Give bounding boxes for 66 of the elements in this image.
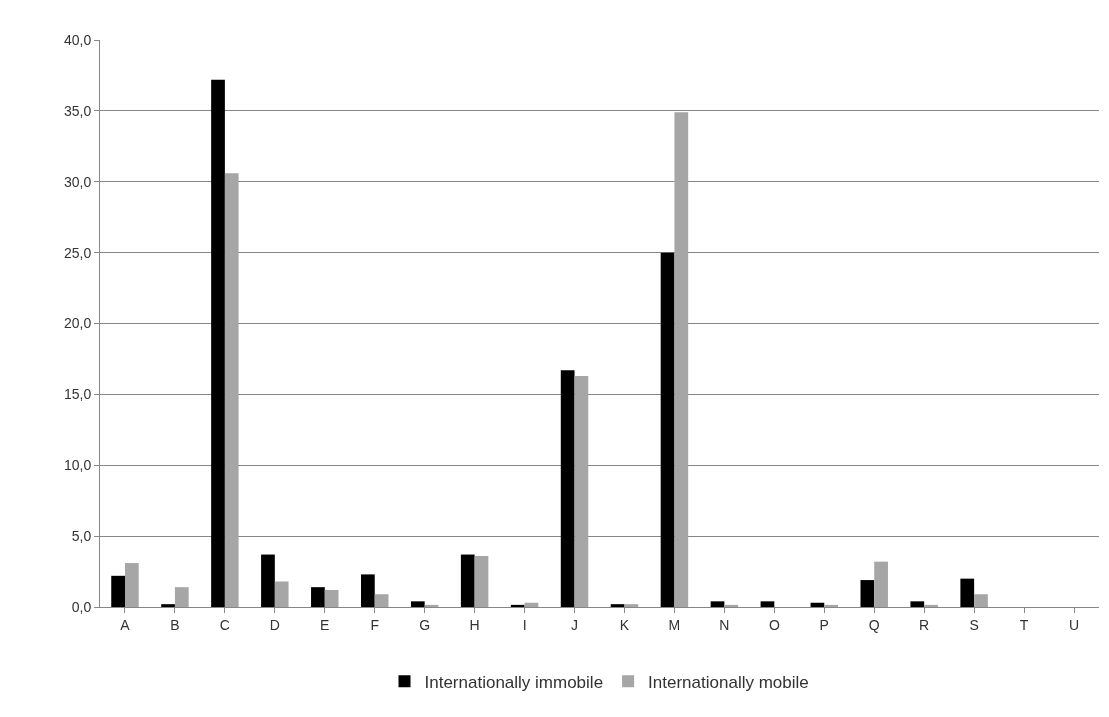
bar — [910, 601, 925, 607]
legend-label: Internationally immobile — [424, 672, 604, 692]
y-tick-label: 20,0 — [63, 315, 92, 332]
x-tick-label: T — [1019, 616, 1029, 633]
bar — [810, 602, 825, 607]
x-tick-label: E — [320, 616, 330, 633]
y-tick-label: 15,0 — [63, 386, 92, 403]
x-tick-label: A — [120, 616, 131, 633]
bar — [960, 578, 975, 607]
x-tick-label: N — [719, 616, 730, 633]
bar — [460, 554, 475, 607]
y-tick-label: 5,0 — [71, 528, 92, 545]
bar — [974, 594, 988, 607]
x-tick-label: S — [969, 616, 979, 633]
bar — [760, 601, 775, 607]
bar — [860, 580, 875, 607]
bar — [710, 601, 725, 607]
bar — [610, 604, 625, 607]
bar — [124, 563, 139, 607]
x-tick-label: J — [571, 616, 579, 633]
bar — [474, 555, 489, 607]
x-tick-label: P — [819, 616, 829, 633]
bar — [874, 561, 888, 607]
bar — [174, 587, 189, 607]
bar — [311, 587, 325, 607]
bar — [560, 370, 575, 607]
x-tick-label: U — [1068, 616, 1080, 633]
bar — [261, 554, 275, 607]
y-tick-label: 0,0 — [71, 598, 92, 615]
y-tick-label: 35,0 — [63, 102, 92, 119]
bar — [424, 604, 439, 607]
y-tick-label: 40,0 — [63, 31, 92, 48]
bar — [924, 604, 938, 607]
bar — [674, 112, 689, 607]
y-tick-label: 10,0 — [63, 457, 92, 474]
bar — [211, 79, 225, 607]
legend-label: Internationally mobile — [648, 672, 809, 692]
y-tick-label: 30,0 — [63, 173, 92, 190]
bar — [524, 602, 539, 607]
bar — [374, 594, 389, 607]
x-tick-label: F — [370, 616, 380, 633]
bar — [224, 173, 239, 607]
bar — [660, 252, 675, 607]
x-tick-label: M — [668, 616, 681, 633]
x-tick-label: I — [522, 616, 527, 633]
x-tick-label: C — [219, 616, 230, 633]
bar — [510, 604, 525, 607]
bar — [724, 604, 739, 607]
x-tick-label: B — [170, 616, 180, 633]
x-tick-label: D — [269, 616, 280, 633]
bar — [274, 581, 289, 607]
bar — [410, 601, 425, 607]
bar — [360, 574, 375, 607]
x-tick-label: H — [469, 616, 480, 633]
bar — [574, 375, 589, 607]
x-tick-label: O — [768, 616, 780, 633]
bar — [324, 589, 339, 607]
x-tick-label: G — [419, 616, 431, 633]
bar — [111, 575, 125, 607]
y-tick-label: 25,0 — [63, 244, 92, 261]
bar — [624, 604, 639, 607]
bar — [824, 604, 839, 607]
x-tick-label: R — [919, 616, 930, 633]
x-tick-label: Q — [868, 616, 880, 633]
bar — [161, 604, 175, 607]
x-tick-label: K — [619, 616, 630, 633]
